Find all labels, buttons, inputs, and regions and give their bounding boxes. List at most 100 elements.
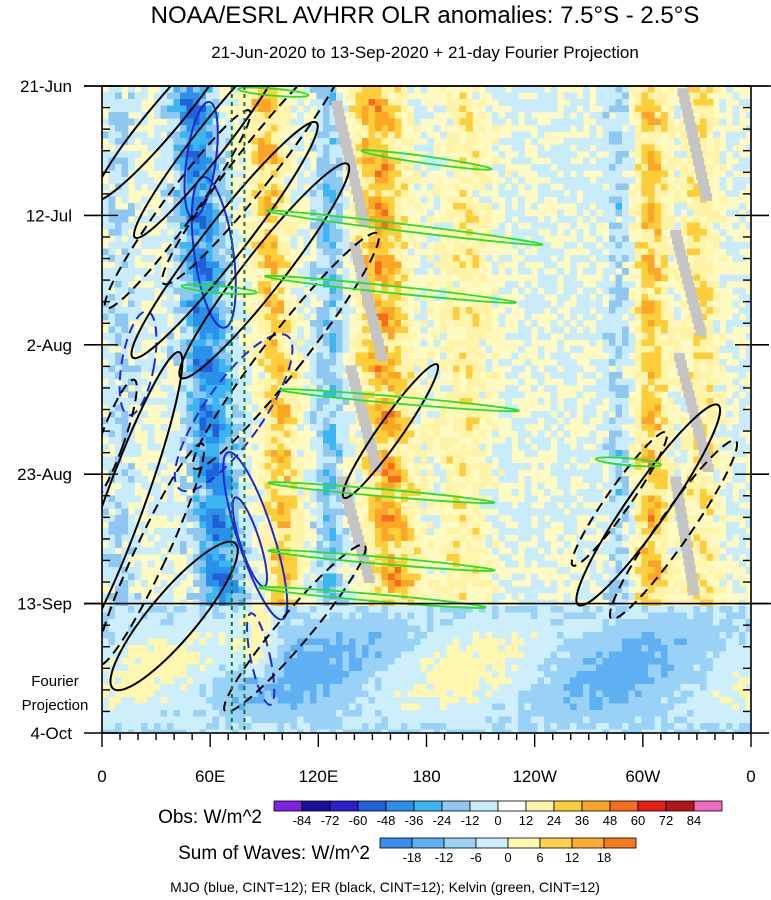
anomaly-cell	[446, 528, 454, 535]
anomaly-cell	[115, 515, 122, 522]
anomaly-cell	[472, 450, 480, 457]
anomaly-cell	[128, 235, 135, 243]
anomaly-cell	[206, 482, 213, 490]
anomaly-cell	[134, 183, 142, 191]
anomaly-cell	[232, 515, 239, 522]
anomaly-cell	[654, 534, 662, 542]
anomaly-cell	[466, 359, 473, 366]
anomaly-cell	[732, 437, 740, 444]
anomaly-cell	[589, 131, 597, 139]
anomaly-cell	[667, 378, 675, 386]
anomaly-cell	[557, 424, 564, 431]
anomaly-cell	[589, 151, 597, 158]
anomaly-cell	[492, 541, 499, 548]
anomaly-cell	[362, 196, 369, 204]
anomaly-cell	[180, 346, 187, 353]
anomaly-cell	[186, 502, 194, 509]
anomaly-cell	[401, 456, 408, 464]
anomaly-cell	[329, 164, 337, 171]
anomaly-cell	[550, 229, 558, 236]
anomaly-cell	[420, 242, 428, 249]
anomaly-cell	[485, 534, 493, 542]
anomaly-cell	[329, 326, 337, 334]
anomaly-cell	[167, 294, 174, 301]
anomaly-cell	[628, 177, 636, 184]
anomaly-cell	[277, 515, 285, 522]
anomaly-cell	[485, 541, 493, 548]
anomaly-cell	[674, 313, 681, 321]
anomaly-cell	[745, 534, 751, 542]
anomaly-cell	[635, 346, 642, 353]
anomaly-cell	[232, 313, 239, 321]
anomaly-cell	[693, 248, 701, 256]
anomaly-cell	[128, 515, 135, 522]
anomaly-cell	[160, 398, 168, 405]
anomaly-cell	[622, 352, 629, 360]
anomaly-cell	[654, 287, 662, 295]
anomaly-cell	[479, 261, 486, 269]
anomaly-cell	[472, 398, 480, 405]
anomaly-cell	[238, 554, 246, 561]
anomaly-cell	[297, 372, 304, 379]
anomaly-cell	[277, 222, 285, 230]
anomaly-cell	[615, 138, 623, 145]
anomaly-cell	[271, 164, 278, 171]
anomaly-cell	[505, 216, 512, 223]
anomaly-cell	[329, 170, 337, 178]
anomaly-cell	[154, 443, 161, 451]
anomaly-cell	[635, 411, 642, 418]
anomaly-cell	[277, 242, 285, 249]
anomaly-cell	[732, 138, 740, 145]
anomaly-cell	[355, 430, 363, 438]
anomaly-cell	[466, 144, 473, 152]
anomaly-cell	[433, 463, 441, 470]
anomaly-cell	[563, 443, 571, 451]
anomaly-cell	[732, 287, 740, 295]
anomaly-cell	[310, 261, 317, 269]
anomaly-cell	[258, 209, 265, 217]
anomaly-cell	[511, 528, 519, 535]
anomaly-cell	[368, 131, 376, 139]
anomaly-cell	[245, 209, 252, 217]
anomaly-cell	[589, 300, 597, 308]
anomaly-cell	[258, 118, 265, 126]
anomaly-cell	[472, 170, 480, 178]
anomaly-cell	[290, 235, 298, 243]
anomaly-cell	[199, 398, 207, 405]
anomaly-cell	[336, 333, 343, 340]
anomaly-cell	[238, 307, 246, 314]
anomaly-cell	[108, 424, 116, 431]
anomaly-cell	[368, 541, 376, 548]
anomaly-cell	[446, 515, 454, 522]
anomaly-cell	[661, 112, 668, 119]
anomaly-cell	[557, 547, 564, 555]
anomaly-cell	[329, 417, 337, 425]
anomaly-cell	[700, 248, 707, 256]
anomaly-cell	[362, 112, 369, 119]
anomaly-cell	[589, 430, 597, 438]
anomaly-cell	[732, 118, 740, 126]
anomaly-cell	[219, 482, 226, 490]
anomaly-cell	[349, 443, 356, 451]
anomaly-cell	[394, 86, 402, 93]
anomaly-cell	[186, 99, 194, 106]
anomaly-cell	[362, 320, 369, 327]
anomaly-cell	[186, 463, 194, 470]
anomaly-cell	[258, 489, 265, 496]
anomaly-cell	[531, 300, 538, 308]
anomaly-cell	[570, 346, 577, 353]
anomaly-cell	[648, 547, 655, 555]
anomaly-cell	[368, 482, 376, 490]
anomaly-cell	[167, 183, 174, 191]
anomaly-cell	[212, 268, 220, 275]
anomaly-cell	[648, 118, 655, 126]
anomaly-cell	[589, 489, 597, 496]
anomaly-cell	[511, 229, 519, 236]
anomaly-cell	[576, 333, 584, 340]
anomaly-cell	[245, 235, 252, 243]
anomaly-cell	[570, 333, 577, 340]
anomaly-cell	[615, 534, 623, 542]
anomaly-cell	[290, 372, 298, 379]
anomaly-cell	[524, 300, 532, 308]
anomaly-cell	[661, 339, 668, 347]
